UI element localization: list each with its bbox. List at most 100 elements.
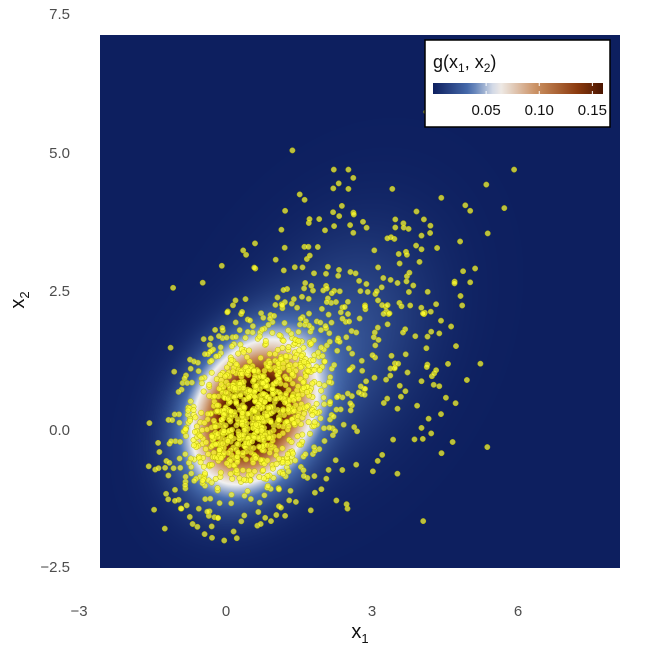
scatter-point	[241, 512, 248, 519]
scatter-point	[321, 382, 328, 389]
scatter-point	[330, 209, 337, 216]
scatter-point	[217, 469, 224, 476]
scatter-point	[387, 276, 394, 283]
scatter-point	[216, 446, 223, 453]
x-tick-label: −3	[70, 603, 87, 620]
scatter-point	[203, 439, 210, 446]
scatter-point	[224, 438, 231, 444]
scatter-point	[311, 489, 318, 496]
scatter-point	[280, 337, 287, 344]
scatter-point	[185, 459, 192, 466]
scatter-point	[384, 321, 391, 328]
scatter-point	[287, 487, 294, 494]
scatter-point	[239, 308, 246, 315]
scatter-point	[197, 459, 204, 466]
y-tick-label: 0.0	[49, 422, 70, 439]
scatter-point	[156, 449, 163, 455]
scatter-point	[405, 225, 412, 232]
scatter-point	[300, 344, 307, 351]
scatter-point	[359, 367, 366, 374]
scatter-point	[318, 344, 325, 351]
scatter-point	[350, 174, 357, 181]
scatter-point	[410, 282, 417, 289]
scatter-point	[267, 315, 273, 322]
scatter-point	[354, 428, 361, 435]
scatter-point	[221, 428, 227, 435]
scatter-point	[303, 403, 310, 410]
scatter-point	[333, 299, 339, 305]
scatter-point	[228, 500, 235, 507]
scatter-point	[295, 383, 301, 390]
scatter-point	[418, 378, 425, 385]
scatter-point	[214, 485, 221, 492]
scatter-point	[289, 147, 296, 154]
scatter-point	[344, 298, 351, 305]
scatter-point	[449, 439, 456, 445]
scatter-point	[208, 523, 215, 530]
scatter-point	[282, 207, 289, 214]
scatter-point	[418, 424, 425, 431]
scatter-point	[232, 297, 239, 304]
scatter-point	[427, 308, 434, 315]
scatter-point	[375, 336, 382, 343]
scatter-point	[332, 457, 339, 464]
x-tick-label: 6	[514, 603, 522, 620]
scatter-point	[427, 222, 434, 229]
scatter-point	[467, 279, 474, 286]
scatter-point	[301, 196, 308, 203]
scatter-point	[418, 304, 425, 311]
scatter-point	[403, 278, 410, 285]
scatter-point	[274, 346, 281, 353]
scatter-point	[275, 423, 282, 429]
scatter-point	[186, 513, 193, 520]
scatter-point	[346, 367, 353, 374]
scatter-point	[254, 415, 261, 422]
scatter-point	[298, 352, 305, 359]
scatter-point	[330, 185, 337, 192]
scatter-point	[192, 414, 199, 421]
scatter-point	[384, 235, 391, 242]
scatter-point	[229, 426, 236, 433]
scatter-point	[269, 465, 276, 472]
scatter-point	[264, 457, 271, 464]
scatter-point	[394, 470, 401, 477]
scatter-point	[329, 432, 336, 439]
scatter-point	[284, 459, 291, 466]
scatter-point	[279, 302, 286, 309]
scatter-point	[240, 247, 247, 254]
scatter-point	[215, 333, 222, 340]
scatter-point	[321, 425, 327, 432]
scatter-point	[472, 265, 479, 272]
scatter-point	[400, 224, 407, 231]
scatter-point	[201, 351, 208, 358]
scatter-point	[233, 361, 240, 368]
scatter-point	[402, 351, 409, 358]
scatter-point	[240, 449, 246, 456]
scatter-point	[282, 512, 289, 519]
scatter-point	[484, 444, 491, 451]
scatter-point	[318, 305, 325, 312]
scatter-point	[214, 430, 221, 437]
scatter-point	[318, 486, 325, 493]
scatter-point	[288, 439, 295, 446]
scatter-point	[380, 275, 387, 281]
scatter-point	[223, 460, 230, 467]
scatter-point	[218, 455, 225, 462]
scatter-point	[239, 410, 246, 417]
scatter-point	[318, 327, 324, 334]
scatter-point	[328, 290, 335, 297]
scatter-point	[396, 260, 403, 267]
scatter-point	[373, 288, 380, 295]
scatter-point	[177, 438, 183, 445]
scatter-point	[283, 375, 290, 382]
scatter-point	[362, 385, 369, 392]
scatter-point	[251, 264, 258, 271]
scatter-point	[228, 343, 235, 350]
scatter-point	[260, 314, 267, 321]
scatter-point	[291, 420, 297, 427]
scatter-point	[278, 226, 285, 233]
scatter-point	[177, 464, 184, 471]
scatter-point	[269, 329, 276, 336]
scatter-point	[190, 407, 197, 414]
legend-ticks: 0.05 0.10 0.15	[472, 83, 607, 119]
